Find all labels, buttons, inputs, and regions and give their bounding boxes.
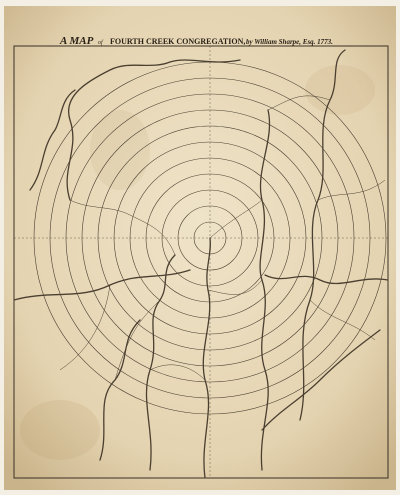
river [261, 329, 381, 431]
river [66, 59, 241, 201]
creek [317, 179, 386, 201]
river [202, 237, 211, 478]
stain [20, 400, 100, 460]
map-body [14, 46, 388, 478]
creek [207, 279, 263, 295]
creek [209, 199, 263, 239]
stain [90, 110, 150, 190]
title: A MAP of FOURTH CREEK CONGREGATION, by W… [59, 35, 333, 47]
title-part: A MAP [59, 35, 94, 47]
map-border [13, 45, 389, 479]
river [299, 49, 346, 421]
creek [267, 95, 331, 111]
creek [69, 199, 176, 256]
meridian-lines [14, 46, 388, 478]
title-part: of [98, 39, 104, 46]
rivers [14, 49, 388, 478]
title-part: by William Sharpe, Esq. 1773. [246, 38, 333, 46]
paper [4, 6, 396, 490]
stain [305, 65, 375, 115]
creek [149, 364, 206, 381]
river [264, 274, 388, 285]
river [29, 89, 76, 191]
river [145, 254, 176, 471]
river [99, 319, 141, 461]
creek [59, 284, 111, 371]
creek [114, 299, 161, 381]
creeks [59, 95, 386, 381]
title-part: FOURTH CREEK CONGREGATION, [110, 37, 245, 46]
creek [309, 299, 376, 341]
